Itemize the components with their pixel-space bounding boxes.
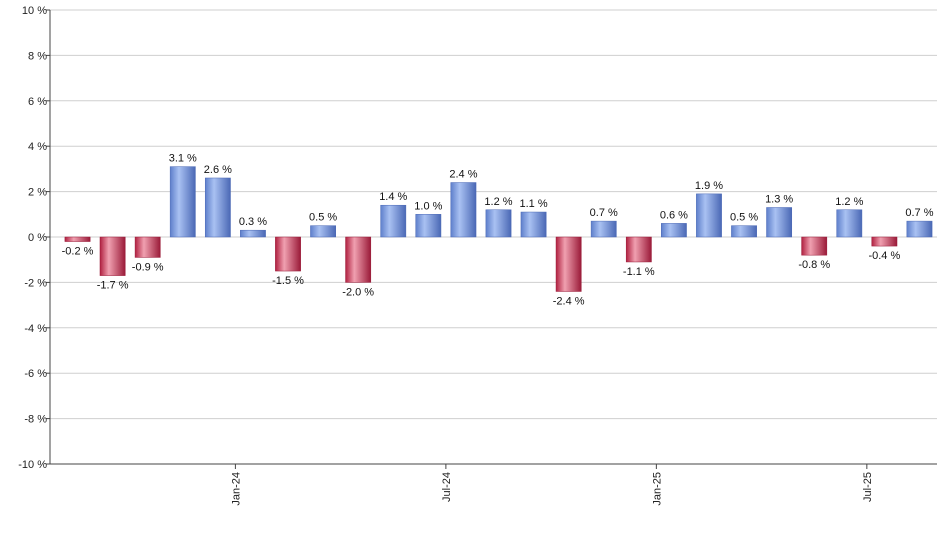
bars [65,167,932,292]
y-axis-ticks: 10 % 8 % 6 % 4 % 2 % 0 % -2 % -4 % -6 % -8 % -10 % [18,5,50,471]
data-label: 1.9 % [695,180,723,192]
bar [661,223,686,237]
data-label: 0.5 % [309,212,337,224]
data-label: 2.6 % [204,164,232,176]
bar [626,237,651,262]
x-tick-label: Jul-25 [862,472,874,502]
data-label: -1.1 % [623,266,655,278]
bar [416,214,441,237]
bar [907,221,932,237]
data-label: -2.0 % [342,286,374,298]
data-label: -1.7 % [97,280,129,292]
data-label: 1.0 % [414,200,442,212]
x-tick-label: Jan-24 [230,472,242,506]
bar [556,237,581,291]
bar [872,237,897,246]
bar [346,237,371,282]
data-label: -0.4 % [868,250,900,262]
data-label: 3.1 % [169,153,197,165]
data-label: 0.3 % [239,216,267,228]
y-tick-label: 10 % [22,5,47,17]
data-label: -0.8 % [798,259,830,271]
bar [767,207,792,237]
bar [205,178,230,237]
y-tick-label: -2 % [24,277,47,289]
bar [486,210,511,237]
bar [310,226,335,237]
bar [65,237,90,242]
y-tick-label: 4 % [28,141,47,153]
bar [170,167,195,237]
bar [837,210,862,237]
bar [275,237,300,271]
y-tick-label: 8 % [28,50,47,62]
data-label: -0.9 % [132,261,164,273]
bar [381,205,406,237]
bar [451,183,476,237]
y-tick-label: -6 % [24,368,47,380]
bar [802,237,827,255]
x-axis-ticks: Jan-24 Jul-24 Jan-25 Jul-25 [230,464,873,506]
y-tick-label: 2 % [28,187,47,199]
y-tick-label: -4 % [24,323,47,335]
x-tick-label: Jan-25 [651,472,663,506]
data-label: 0.5 % [730,212,758,224]
data-label: 0.7 % [905,207,933,219]
x-tick-label: Jul-24 [441,472,453,502]
bar [696,194,721,237]
data-label: 1.4 % [379,191,407,203]
bar [731,226,756,237]
monthly-returns-chart: 10 % 8 % 6 % 4 % 2 % 0 % -2 % -4 % -6 % -8 % -10 %… [0,0,940,550]
bar [521,212,546,237]
data-label: -1.5 % [272,275,304,287]
y-tick-label: -10 % [18,459,47,471]
data-label: 1.1 % [520,198,548,210]
data-label: 0.7 % [590,207,618,219]
data-label: 1.2 % [484,196,512,208]
data-label: 1.2 % [835,196,863,208]
data-label: 0.6 % [660,209,688,221]
data-label: -0.2 % [62,246,94,258]
data-label: 2.4 % [449,169,477,181]
data-label: 1.3 % [765,193,793,205]
bar [100,237,125,276]
y-tick-label: 6 % [28,96,47,108]
y-tick-label: 0 % [28,232,47,244]
y-tick-label: -8 % [24,414,47,426]
bar [591,221,616,237]
data-label: -2.4 % [553,295,585,307]
bar [135,237,160,257]
bar [240,230,265,237]
